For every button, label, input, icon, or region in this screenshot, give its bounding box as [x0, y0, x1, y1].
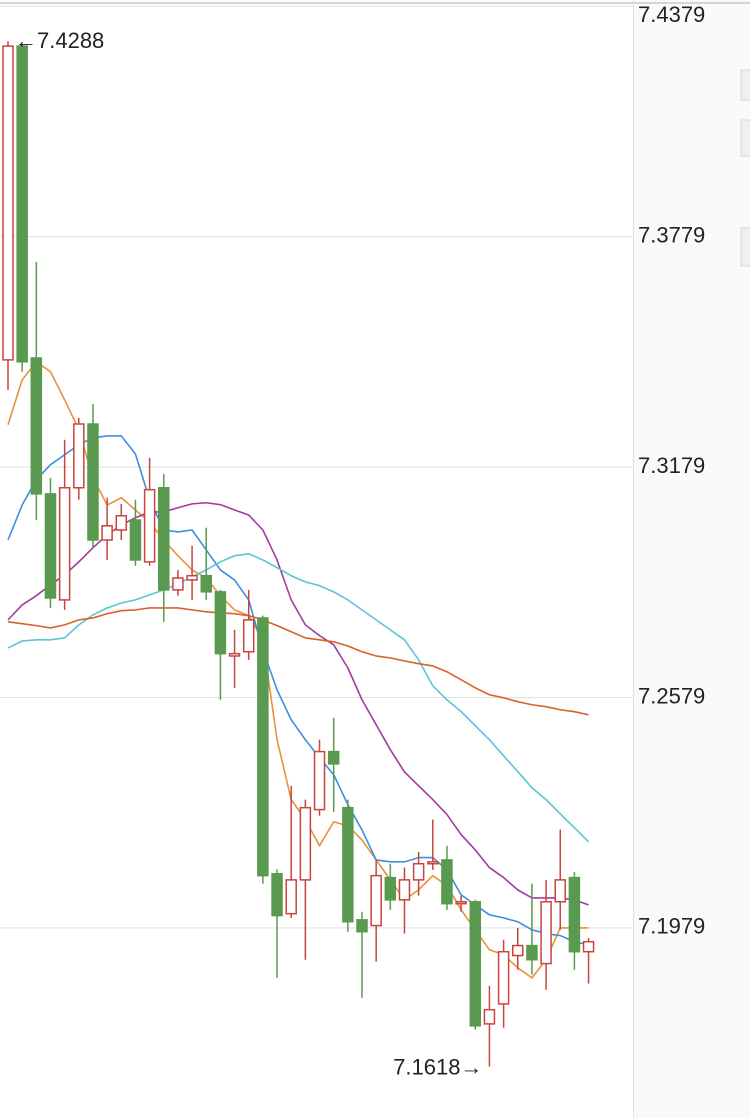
candle-body — [101, 525, 113, 541]
candle-body — [455, 901, 467, 905]
extreme-annotation: ←7.4288 — [15, 28, 104, 53]
candle-body — [16, 45, 28, 363]
candle-body — [73, 423, 85, 489]
candle-body — [172, 577, 184, 591]
candle-body — [87, 423, 99, 541]
candle-body — [299, 806, 312, 881]
candle-body — [398, 879, 411, 901]
y-tick-label: 7.1979 — [638, 914, 705, 939]
extreme-annotation: 7.1618→ — [393, 1054, 482, 1079]
candle-body — [158, 487, 170, 591]
moving-average-line — [7, 553, 590, 843]
candle-body — [214, 591, 227, 655]
candle-body — [512, 944, 524, 957]
candle-body — [356, 919, 368, 933]
candle-body — [412, 863, 425, 881]
moving-averages — [7, 360, 590, 979]
candle-body — [497, 950, 510, 1005]
candle-body — [568, 876, 581, 953]
candle-body — [540, 901, 552, 965]
candle-body — [2, 45, 14, 361]
moving-average-line — [7, 607, 589, 716]
y-tick-label: 7.2579 — [638, 683, 705, 708]
axis-panel — [634, 0, 750, 1118]
candle-body — [228, 652, 241, 657]
candle-body — [469, 901, 482, 1027]
candle-body — [257, 617, 269, 877]
candle-body — [271, 872, 283, 917]
candle-body — [186, 574, 198, 581]
y-tick-label: 7.4379 — [638, 2, 705, 27]
candle-body — [342, 806, 354, 923]
moving-average-line — [7, 435, 589, 946]
y-tick-label: 7.3779 — [638, 222, 705, 247]
candle-body — [370, 874, 382, 927]
candle-body — [427, 861, 439, 865]
candle-body — [129, 519, 142, 561]
side-tab — [740, 227, 750, 267]
candle-body — [526, 944, 538, 961]
candle-body — [483, 1008, 496, 1025]
candle-body — [384, 876, 397, 901]
candle-body — [143, 488, 156, 563]
side-tab — [740, 69, 750, 101]
candle-body — [242, 619, 255, 653]
moving-average-line — [7, 360, 589, 979]
candle-body — [115, 515, 128, 531]
side-tab — [740, 119, 750, 157]
candle-body — [441, 859, 453, 905]
labels: 7.4379 7.3779 7.3179 7.2579 7.1979 ←7.4288 7.1… — [15, 2, 705, 1080]
candle-body — [582, 940, 595, 953]
candle-body — [554, 879, 566, 903]
candle-body — [313, 750, 326, 811]
candles — [2, 41, 595, 1067]
candle-body — [285, 879, 297, 915]
candle-body — [30, 357, 43, 495]
candle-body — [58, 487, 71, 601]
candle-body — [200, 574, 212, 593]
y-tick-label: 7.3179 — [638, 453, 705, 478]
candle-body — [44, 493, 57, 599]
candle-body — [327, 750, 340, 765]
